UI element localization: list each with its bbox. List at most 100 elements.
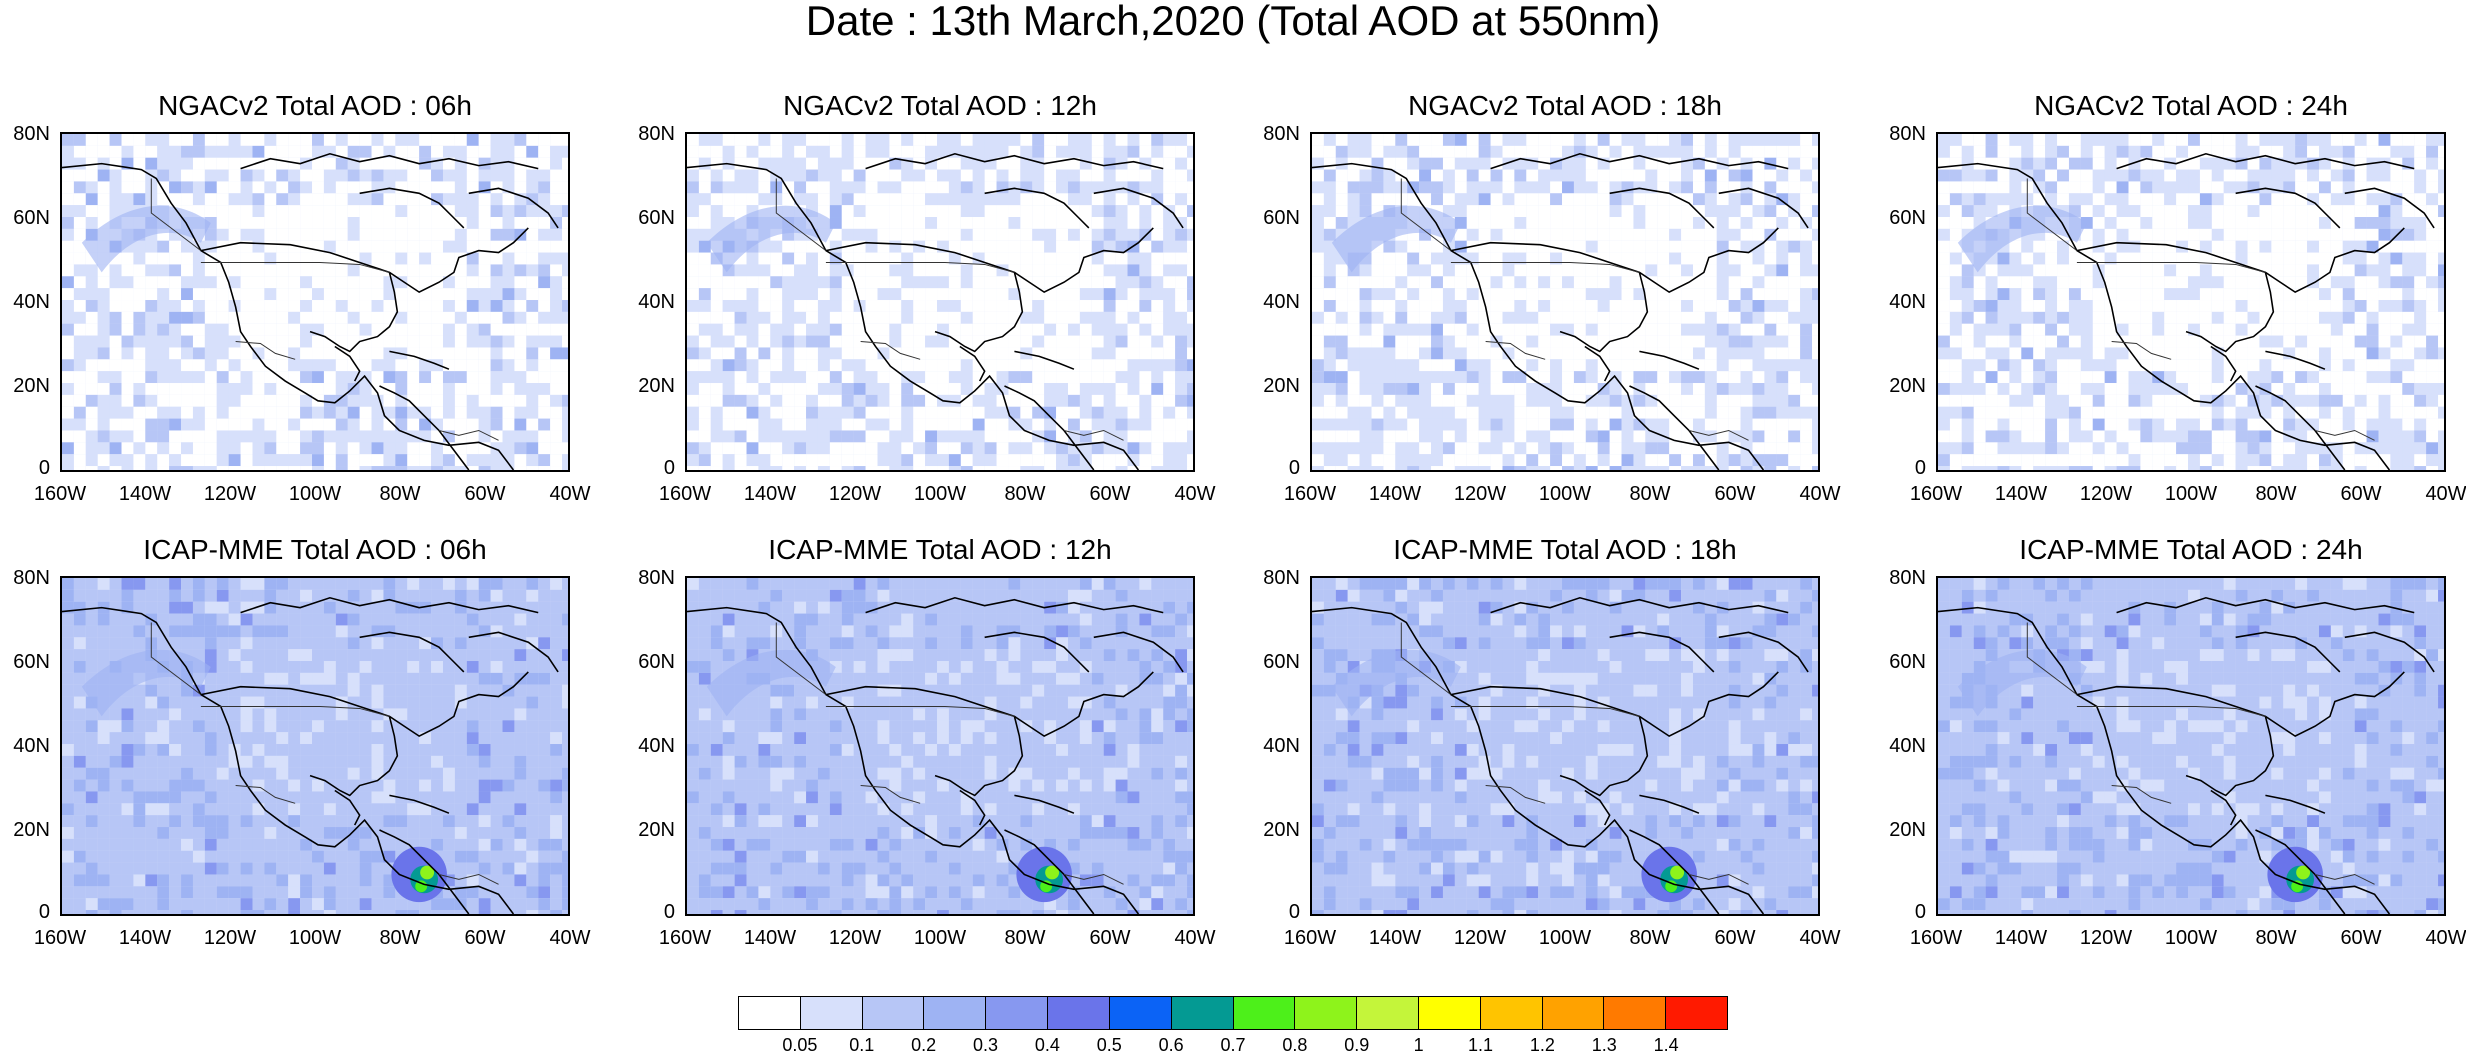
- coastline: [389, 794, 450, 814]
- latitude-tick-label: 0: [663, 457, 675, 479]
- coastline: [2076, 671, 2405, 738]
- coastline: [1014, 794, 1075, 814]
- panel-title: ICAP-MME Total AOD : 06h: [143, 534, 487, 565]
- longitude-tick-label: 80W: [1004, 483, 1046, 505]
- panel-title: ICAP-MME Total AOD : 12h: [768, 534, 1112, 565]
- coastline: [1718, 187, 1809, 229]
- coastline: [334, 345, 361, 382]
- longitude-tick-label: 60W: [1714, 483, 1756, 505]
- longitude-tick-label: 100W: [913, 483, 967, 505]
- latitude-tick-label: 80N: [638, 123, 675, 145]
- longitude-tick-label: 60W: [1089, 927, 1131, 949]
- country-border: [1485, 341, 1546, 360]
- country-border: [1063, 873, 1124, 885]
- latitude-tick-label: 80N: [1889, 567, 1926, 589]
- country-border: [235, 785, 296, 804]
- latitude-tick-label: 80N: [13, 123, 50, 145]
- colorbar-tick-label: 1.4: [1653, 1035, 1679, 1055]
- latitude-tick-label: 0: [1914, 457, 1926, 479]
- coastline: [62, 606, 515, 914]
- latitude-tick-label: 0: [663, 901, 675, 923]
- longitude-tick-label: 140W: [743, 927, 797, 949]
- coastline: [1609, 187, 1715, 229]
- colorbar-swatch: [739, 997, 801, 1029]
- coastline: [825, 671, 1154, 738]
- aod-field: [1938, 134, 2444, 470]
- colorbar-swatch: [1295, 997, 1358, 1029]
- coastline: [2185, 272, 2275, 353]
- map-panel: ICAP-MME Total AOD : 12h 80N 60N 40N 20N 0 160…: [625, 536, 1225, 976]
- coastline: [334, 789, 361, 826]
- country-border: [825, 261, 1015, 273]
- country-border: [1688, 429, 1749, 441]
- colorbar-tick-label: 0.6: [1158, 1035, 1184, 1055]
- colorbar-tick-label: 0.7: [1220, 1035, 1246, 1055]
- longitude-tick-label: 80W: [379, 483, 421, 505]
- latitude-tick-label: 80N: [13, 567, 50, 589]
- map-panel: NGACv2 Total AOD : 18h 80N 60N 40N 20N 0 160W 1…: [1250, 92, 1850, 532]
- latitude-tick-label: 40N: [1889, 291, 1926, 313]
- latitude-tick-label: 40N: [1263, 735, 1300, 757]
- longitude-tick-label: 140W: [118, 483, 172, 505]
- latitude-tick-label: 40N: [13, 291, 50, 313]
- colorbar-swatch: [986, 997, 1049, 1029]
- coastline: [2235, 631, 2341, 673]
- country-border: [1688, 873, 1749, 885]
- latitude-tick-label: 60N: [638, 207, 675, 229]
- latitude-tick-label: 40N: [638, 291, 675, 313]
- coastline: [984, 631, 1090, 673]
- coastline: [1312, 606, 1765, 914]
- coastline: [1938, 162, 2391, 470]
- coastline: [2116, 596, 2415, 614]
- country-border: [150, 178, 202, 252]
- coastline: [984, 187, 1090, 229]
- country-border: [438, 873, 499, 885]
- coastline: [1450, 671, 1779, 738]
- country-border: [825, 705, 1015, 717]
- country-border: [1450, 261, 1640, 273]
- latitude-tick-label: 0: [1288, 457, 1300, 479]
- latitude-tick-label: 20N: [638, 819, 675, 841]
- coastline: [1559, 716, 1649, 797]
- coastline: [359, 187, 465, 229]
- country-border: [775, 622, 827, 696]
- latitude-tick-label: 0: [1288, 901, 1300, 923]
- latitude-tick-label: 80N: [1263, 567, 1300, 589]
- longitude-tick-label: 80W: [1004, 927, 1046, 949]
- country-border: [1400, 622, 1452, 696]
- country-border: [2076, 261, 2266, 273]
- latitude-tick-label: 20N: [1263, 375, 1300, 397]
- country-border: [1400, 178, 1452, 252]
- latitude-tick-label: 20N: [1889, 375, 1926, 397]
- coastline: [1004, 385, 1095, 470]
- coastline: [1629, 385, 1720, 470]
- coastline: [1584, 789, 1611, 826]
- map-panel: ICAP-MME Total AOD : 18h 80N 60N 40N 20N 0 160…: [1250, 536, 1850, 976]
- map-panel: NGACv2 Total AOD : 24h 80N 60N 40N 20N 0 160W 1…: [1876, 92, 2466, 532]
- colorbar-tick-label: 0.05: [782, 1035, 818, 1055]
- longitude-tick-label: 60W: [2340, 483, 2382, 505]
- coastline: [865, 152, 1164, 170]
- longitude-tick-label: 140W: [743, 483, 797, 505]
- colorbar-tick-label: 0.1: [849, 1035, 875, 1055]
- latitude-tick-label: 60N: [1263, 207, 1300, 229]
- longitude-tick-label: 100W: [1538, 483, 1592, 505]
- longitude-tick-label: 80W: [1629, 927, 1671, 949]
- colorbar-tick-label: 0.3: [972, 1035, 999, 1055]
- coastline: [1450, 227, 1779, 294]
- longitude-tick-label: 40W: [549, 927, 591, 949]
- panel-title: NGACv2 Total AOD : 24h: [2034, 90, 2348, 121]
- longitude-tick-label: 60W: [1089, 483, 1131, 505]
- country-border: [438, 429, 499, 441]
- longitude-tick-label: 160W: [1283, 483, 1337, 505]
- coastline: [1490, 596, 1789, 614]
- longitude-tick-label: 60W: [464, 927, 506, 949]
- colorbar-swatch: [1171, 997, 1234, 1029]
- coastline: [2185, 716, 2275, 797]
- colorbar-swatch: [1418, 997, 1481, 1029]
- map-panel: ICAP-MME Total AOD : 06h 80N 60N 40N 20N 0 160…: [0, 536, 600, 976]
- figure-title: Date : 13th March,2020 (Total AOD at 550…: [805, 0, 1661, 44]
- coastline: [379, 385, 470, 470]
- latitude-tick-label: 20N: [1263, 819, 1300, 841]
- aod-field: [1312, 578, 1818, 914]
